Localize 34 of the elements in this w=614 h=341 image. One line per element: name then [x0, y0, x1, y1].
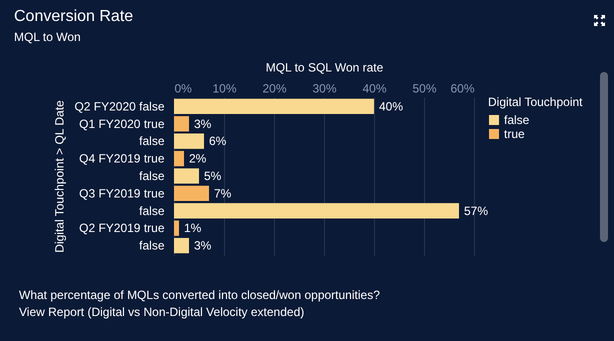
y-tick-label: false [139, 204, 165, 218]
legend-label: true [504, 127, 526, 141]
legend-title: Digital Touchpoint [488, 95, 584, 109]
y-tick-label: Q2 FY2019 true [79, 221, 165, 236]
data-label: 57% [464, 204, 488, 218]
y-axis-title: Digital Touchpoint > QL Date [52, 100, 66, 253]
y-tick-label: false [139, 238, 165, 253]
y-tick-label: false [139, 169, 165, 183]
data-label: 40% [379, 99, 404, 114]
data-label: 3% [194, 116, 212, 131]
x-axis-title: MQL to SQL Won rate [266, 60, 384, 74]
y-tick-label: Q2 FY2020 false [74, 99, 165, 114]
y-tick-label: Q4 FY2019 true [79, 152, 165, 166]
text: View Report (Digital vs Non-Digital Velocity extended) [19, 304, 306, 321]
chart-title: Conversion Rate [14, 8, 134, 25]
y-tick-label: false [139, 134, 165, 148]
x-tick-label: 20% [262, 82, 287, 96]
text: MQL to Won [14, 30, 81, 44]
y-tick-label: Q1 FY2020 true [79, 116, 165, 131]
x-tick-label: 50% [412, 82, 437, 96]
legend-label: false [504, 113, 530, 127]
data-label: 1% [184, 221, 202, 236]
text: What percentage of MQLs converted into closed/won opportunities? [19, 287, 380, 304]
x-tick-label: 30% [312, 82, 337, 96]
y-tick-label: Q3 FY2019 true [79, 186, 165, 200]
data-label: 5% [204, 169, 222, 183]
x-tick-label: 0% [174, 82, 192, 96]
data-label: 3% [194, 238, 212, 253]
data-label: 7% [214, 186, 232, 200]
data-label: 6% [209, 134, 227, 148]
x-tick-label: 40% [362, 82, 387, 96]
x-tick-label: 60% [450, 82, 475, 96]
data-label: 2% [189, 152, 207, 166]
x-tick-label: 10% [212, 82, 237, 96]
